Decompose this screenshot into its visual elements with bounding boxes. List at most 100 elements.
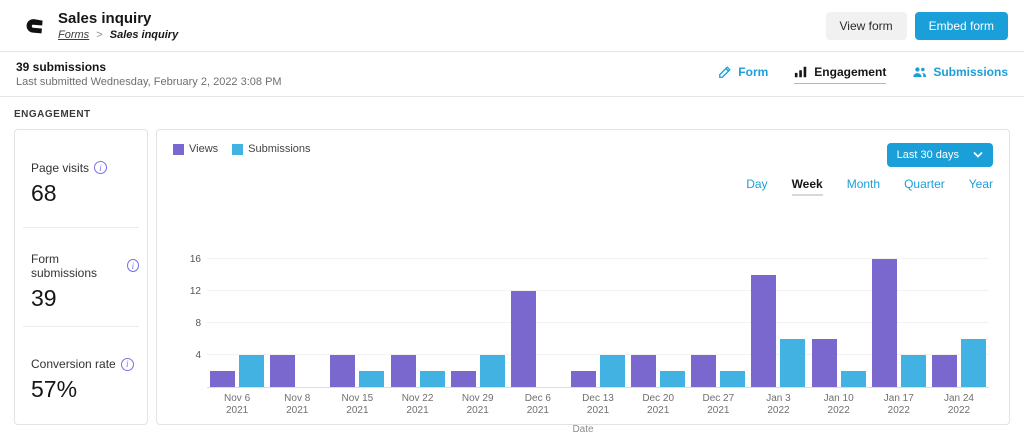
legend-label: Views (189, 143, 219, 155)
bar-chart-icon (794, 65, 808, 79)
info-icon[interactable]: i (126, 259, 139, 273)
x-axis-label: Nov 15 2021 (341, 393, 374, 416)
bar-submissions (660, 371, 686, 387)
breadcrumb-forms-link[interactable]: Forms (58, 29, 90, 41)
bar-group (929, 238, 989, 387)
x-axis-label: Jan 10 2022 (823, 393, 854, 416)
bar-views (330, 355, 356, 387)
info-icon[interactable]: i (94, 161, 108, 175)
bar-group (267, 238, 327, 387)
gridline (207, 290, 989, 291)
bar-group (207, 238, 267, 387)
date-range-value: Last 30 days (896, 149, 959, 161)
page-title: Sales inquiry (58, 10, 152, 27)
submission-info: 39 submissions Last submitted Wednesday,… (16, 60, 282, 88)
x-axis-label: Jan 3 2022 (766, 393, 791, 416)
magnet-logo-icon (16, 11, 46, 41)
x-axis-label: Nov 8 2021 (284, 393, 311, 416)
bar-views (931, 355, 957, 387)
metric-page-visits: Page visits i 68 (15, 130, 147, 227)
tab-form-label: Form (738, 64, 769, 79)
breadcrumb-current: Sales inquiry (109, 29, 179, 41)
bar-group (869, 238, 929, 387)
bar-submissions (479, 355, 505, 387)
metric-value: 39 (31, 284, 57, 311)
period-tab-quarter[interactable]: Quarter (904, 177, 945, 191)
view-form-button[interactable]: View form (825, 11, 907, 40)
x-axis-label: Nov 22 2021 (401, 393, 434, 416)
metric-label: Form submissions i (31, 252, 139, 280)
x-axis-label: Nov 29 2021 (461, 393, 494, 416)
bar-views (631, 355, 657, 387)
bar-views (390, 355, 416, 387)
main-content: ENGAGEMENT Page visits i 68 Form submiss… (0, 97, 1024, 435)
header-left: Sales inquiry Forms > Sales inquiry (16, 10, 178, 41)
metric-label: Page visits i (31, 161, 147, 175)
bar-group (327, 238, 387, 387)
period-tabs: Day Week Month Quarter Year (173, 177, 993, 196)
bar-views (270, 355, 296, 387)
bar-views (210, 371, 236, 387)
bar-group (688, 238, 748, 387)
bar-views (871, 259, 897, 387)
bar-submissions (840, 371, 866, 387)
x-axis-label: Nov 6 2021 (224, 393, 251, 416)
gridline (207, 322, 989, 323)
y-axis-tick: 8 (195, 318, 201, 329)
date-range-dropdown[interactable]: Last 30 days (886, 143, 993, 167)
period-tab-month[interactable]: Month (846, 177, 881, 191)
header-actions: View form Embed form (825, 11, 1008, 40)
page-header: Sales inquiry Forms > Sales inquiry View… (0, 0, 1024, 52)
chevron-down-icon (973, 149, 983, 161)
bar-row (207, 238, 989, 387)
gridline (207, 354, 989, 355)
bar-submissions (600, 355, 626, 387)
tab-submissions-label: Submissions (933, 64, 1008, 79)
chart-plot: 4 8 12 16 (190, 238, 989, 388)
period-tab-day[interactable]: Day (746, 177, 768, 191)
bar-group (387, 238, 447, 387)
bar-submissions (419, 371, 445, 387)
period-tab-week[interactable]: Week (791, 177, 823, 196)
bar-submissions (239, 355, 265, 387)
x-axis-labels: Nov 6 2021 Nov 8 2021 Nov 15 2021 Nov 22 2021 No… (207, 393, 989, 417)
metric-value: 57% (31, 376, 78, 403)
metric-label-text: Conversion rate (31, 357, 116, 372)
bar-group (748, 238, 808, 387)
breadcrumb: Forms > Sales inquiry (58, 29, 178, 41)
bar-group (568, 238, 628, 387)
bar-submissions (780, 339, 806, 387)
tab-engagement-label: Engagement (814, 64, 887, 79)
metrics-card: Page visits i 68 Form submissions i 39 C… (14, 129, 148, 425)
embed-form-button[interactable]: Embed form (914, 11, 1008, 40)
period-tab-year[interactable]: Year (968, 177, 993, 191)
bar-views (571, 371, 597, 387)
tab-submissions[interactable]: Submissions (912, 65, 1008, 84)
cards-row: Page visits i 68 Form submissions i 39 C… (14, 129, 1010, 435)
y-axis-tick: 4 (195, 350, 201, 361)
bar-submissions (960, 339, 986, 387)
bar-views (811, 339, 837, 387)
legend-item-submissions: Submissions (232, 143, 311, 155)
bar-views (510, 291, 536, 387)
bar-group (508, 238, 568, 387)
legend-label: Submissions (248, 143, 311, 155)
bar-group (448, 238, 508, 387)
chart-top-row: Views Submissions Last 30 days (173, 143, 993, 167)
metric-form-submissions: Form submissions i 39 (23, 227, 139, 325)
title-block: Sales inquiry Forms > Sales inquiry (58, 10, 178, 41)
info-icon[interactable]: i (120, 357, 134, 371)
subheader: 39 submissions Last submitted Wednesday,… (0, 52, 1024, 97)
breadcrumb-separator: > (96, 29, 103, 41)
tab-form[interactable]: Form (718, 65, 768, 84)
metric-conversion-rate: Conversion rate i 57% (23, 325, 139, 424)
x-axis-label: Dec 20 2021 (642, 393, 675, 416)
bar-submissions (900, 355, 926, 387)
bar-views (450, 371, 476, 387)
chart-legend: Views Submissions (173, 143, 311, 155)
view-tabs: Form Engagement Submissions (718, 65, 1008, 84)
bar-views (751, 275, 777, 387)
bar-submissions (720, 371, 746, 387)
tab-engagement[interactable]: Engagement (794, 64, 887, 84)
x-axis-label: Dec 27 2021 (702, 393, 735, 416)
